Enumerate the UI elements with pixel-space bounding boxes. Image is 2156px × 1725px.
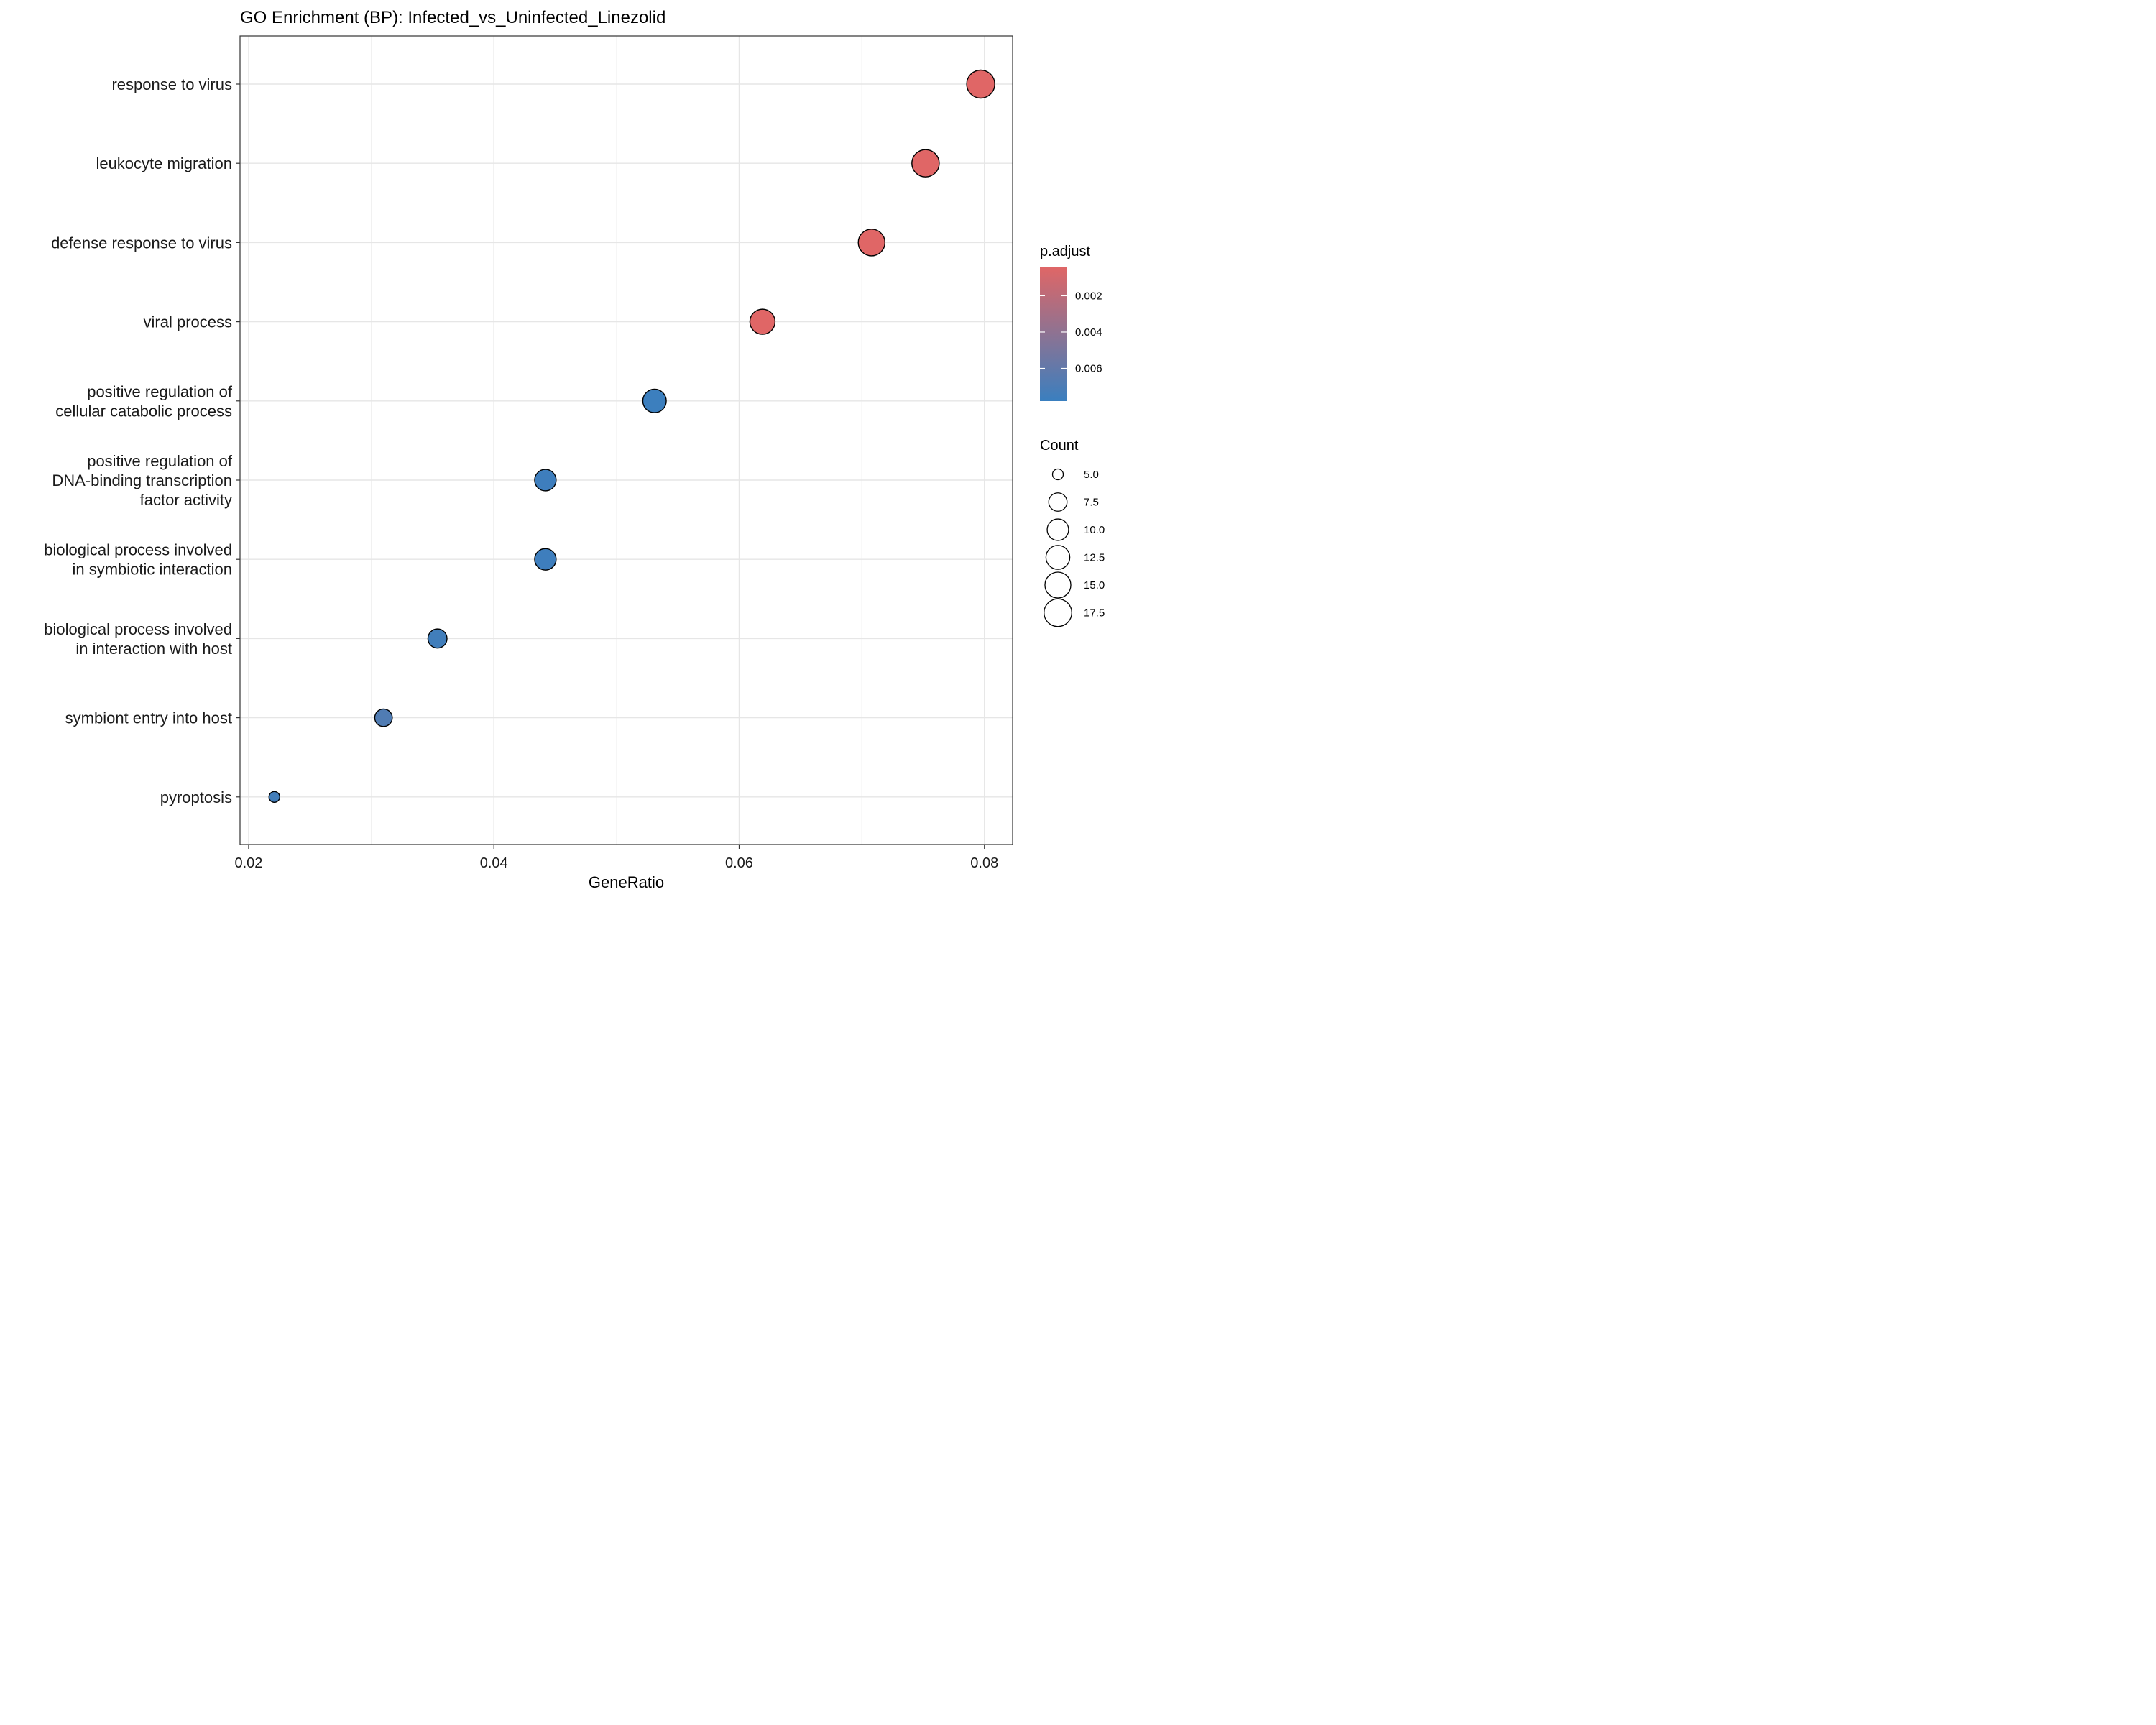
chart-container: GO Enrichment (BP): Infected_vs_Uninfect… [0,0,1121,897]
y-category-label: positive regulation of [87,382,233,400]
x-axis-ticks: 0.02 0.04 0.06 0.08 [234,845,998,871]
y-category-label: viral process [144,313,232,331]
data-point [374,708,393,727]
size-legend-label: 12.5 [1084,552,1105,564]
size-legend-key [1046,518,1069,541]
y-axis-category-labels: response to virus leukocyte migration defe… [44,75,233,806]
size-legend-label: 7.5 [1084,497,1099,509]
color-legend: p.adjust 0.002 0.004 0.006 [1040,244,1102,401]
size-legend-label: 10.0 [1084,524,1105,536]
data-point [857,229,886,257]
y-category-label: response to virus [111,75,232,93]
y-category-label: cellular catabolic process [55,402,232,420]
data-point [911,149,940,178]
x-tick-label: 0.04 [480,855,508,871]
grid-layer [240,36,1013,845]
y-category-label: defense response to virus [51,234,232,252]
size-legend: Count 5.0 7.5 10.0 12.5 15.0 17.5 [1040,438,1105,627]
data-points [268,69,995,804]
y-category-label: DNA-binding transcription [52,472,232,489]
data-point [749,308,776,335]
data-point [268,791,280,804]
plot-panel-background [240,36,1013,845]
size-legend-key [1044,598,1072,627]
y-category-label: symbiont entry into host [65,709,232,727]
size-legend-label: 17.5 [1084,607,1105,620]
size-legend-key [1048,492,1068,512]
chart-title: GO Enrichment (BP): Infected_vs_Uninfect… [240,8,665,27]
x-tick-label: 0.06 [725,855,753,871]
y-category-label: leukocyte migration [96,155,232,172]
plot-panel-border [239,35,1013,845]
size-legend-title: Count [1040,438,1079,454]
y-category-label: in interaction with host [75,640,232,658]
y-axis-ticks [236,83,240,798]
y-category-label: in symbiotic interaction [72,561,232,579]
dot-plot-chart: GO Enrichment (BP): Infected_vs_Uninfect… [44,8,1105,891]
data-point [427,628,448,649]
data-point [642,388,667,413]
x-tick-label: 0.02 [234,855,262,871]
y-category-label: pyroptosis [160,788,232,806]
y-category-label: factor activity [140,491,232,509]
size-legend-key [1044,571,1072,599]
size-legend-label: 15.0 [1084,579,1105,592]
color-legend-title: p.adjust [1040,244,1090,259]
y-category-label: biological process involved [44,541,232,559]
size-legend-label: 5.0 [1084,469,1099,481]
x-axis-title: GeneRatio [589,873,664,891]
y-category-label: positive regulation of [87,452,233,470]
size-legend-key [1045,545,1071,570]
data-point [534,469,557,492]
color-legend-label: 0.006 [1075,363,1102,375]
x-tick-label: 0.08 [970,855,998,871]
y-category-label: biological process involved [44,620,232,638]
data-point [534,548,557,571]
data-point [966,69,995,99]
color-legend-label: 0.004 [1075,326,1102,339]
color-legend-bar [1040,267,1067,401]
color-legend-label: 0.002 [1075,290,1102,302]
size-legend-key [1051,468,1064,481]
